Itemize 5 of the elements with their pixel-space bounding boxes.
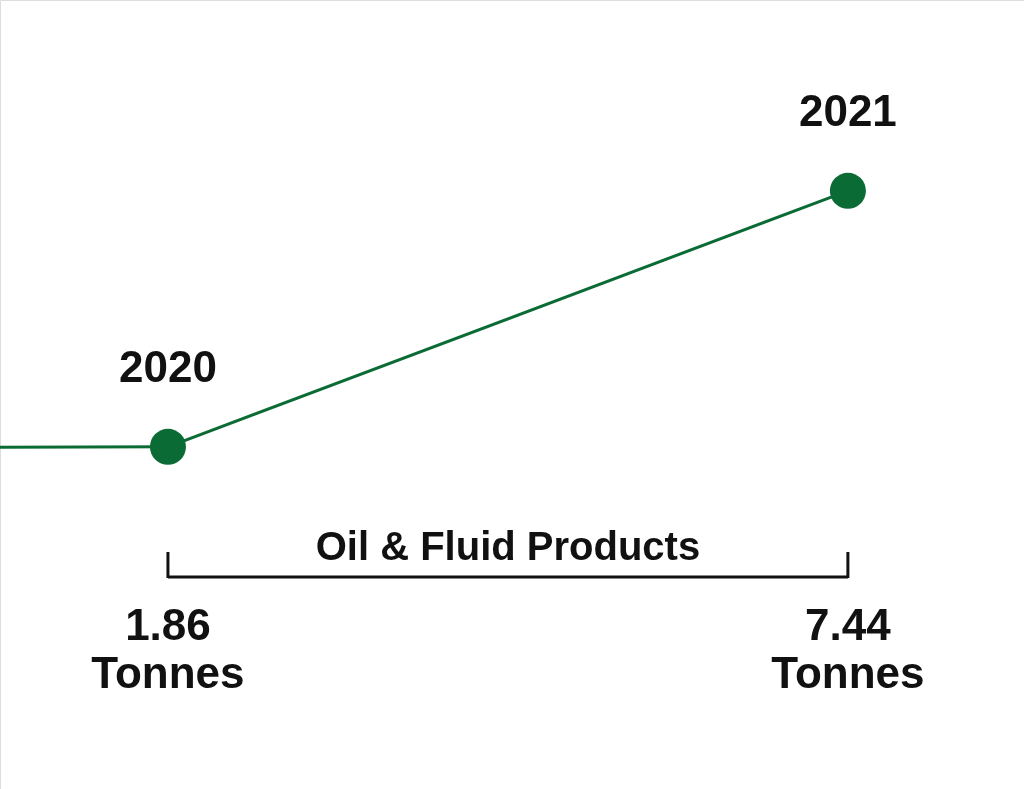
x-tick-label: 2021 — [798, 85, 897, 135]
data-label: 7.44 Tonnes — [771, 600, 925, 697]
x-tick-label: 2020 — [119, 341, 217, 391]
text: Oil & Fluid Products — [315, 524, 701, 568]
data-label: 1.86 Tonnes — [91, 600, 245, 697]
